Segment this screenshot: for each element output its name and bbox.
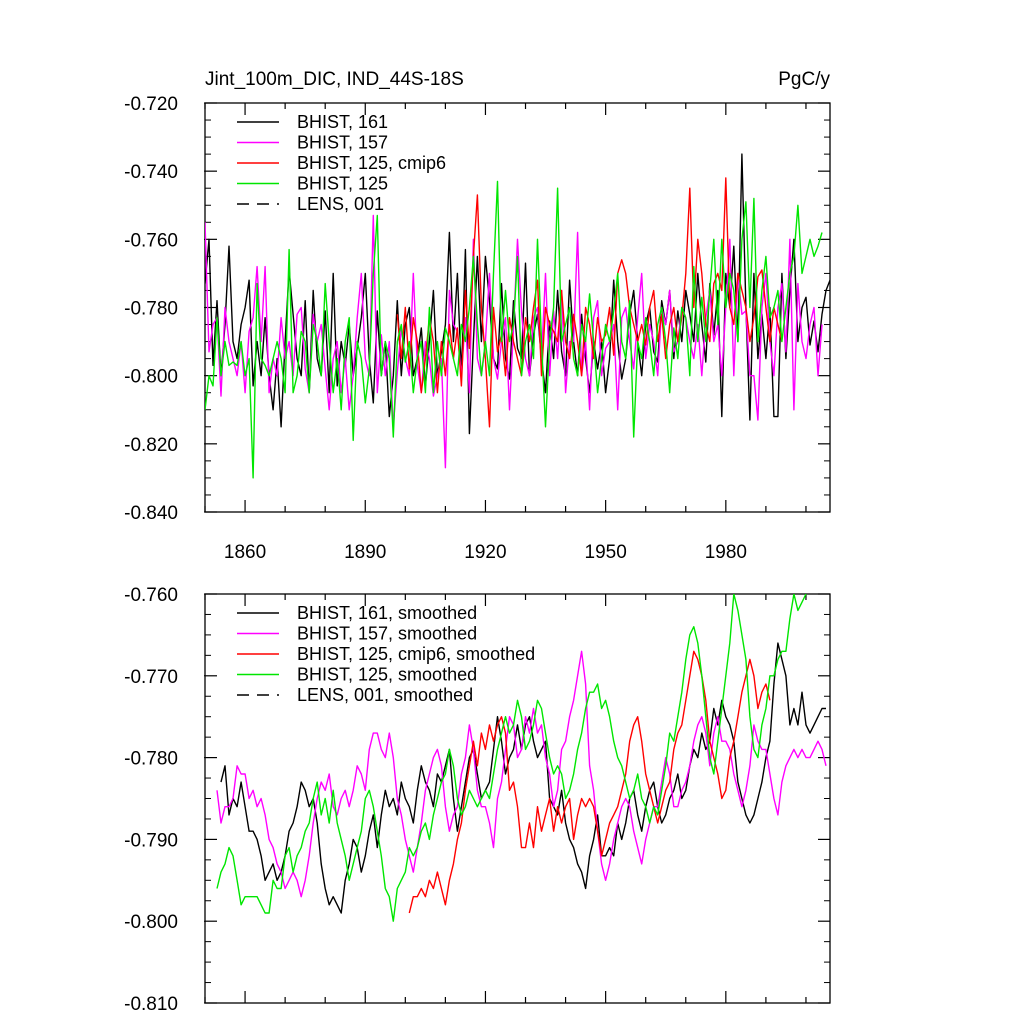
- y-tick-label: -0.800: [124, 912, 178, 933]
- y-tick-label: -0.820: [124, 435, 178, 456]
- y-tick-label: -0.760: [124, 585, 178, 606]
- legend-label-bhist-157-smoothed: BHIST, 157, smoothed: [297, 624, 477, 644]
- y-tick-label: -0.790: [124, 830, 178, 851]
- plot-title: Jint_100m_DIC, IND_44S-18S: [205, 69, 464, 90]
- x-tick-label: 1980: [705, 542, 747, 563]
- series-line-bhist-125-cmip6: [396, 177, 783, 428]
- legend-label-bhist-125: BHIST, 125: [297, 174, 388, 194]
- top-panel: -0.840 -0.820 -0.800 -0.780 -0.760 -0.740 -0.7…: [124, 94, 831, 563]
- series-line-bhist-125-cmip6-smoothed: [408, 650, 771, 914]
- legend-label-bhist-125-cmip6-smoothed: BHIST, 125, cmip6, smoothed: [297, 644, 535, 664]
- y-tick-label: -0.810: [124, 994, 178, 1015]
- series-line-bhist-125-smoothed: [216, 594, 807, 922]
- y-tick-label: -0.780: [124, 299, 178, 320]
- y-tick-label: -0.740: [124, 162, 178, 183]
- legend-label-bhist-161-smoothed: BHIST, 161, smoothed: [297, 603, 477, 623]
- legend-label-bhist-161: BHIST, 161: [297, 112, 388, 132]
- x-tick-label: 1890: [344, 542, 386, 563]
- y-tick-label: -0.800: [124, 367, 178, 388]
- y-tick-label: -0.780: [124, 749, 178, 770]
- legend-label-bhist-125-cmip6: BHIST, 125, cmip6: [297, 153, 446, 173]
- legend-label-lens-001: LENS, 001: [297, 194, 384, 214]
- y-tick-label: -0.760: [124, 230, 178, 251]
- series-line-bhist-125: [205, 180, 823, 479]
- y-tick-label: -0.770: [124, 667, 178, 688]
- legend-label-bhist-157: BHIST, 157: [297, 133, 388, 153]
- y-tick-label: -0.840: [124, 503, 178, 524]
- x-tick-label: 1950: [585, 542, 627, 563]
- x-tick-label: 1860: [224, 542, 266, 563]
- legend-label-bhist-125-smoothed: BHIST, 125, smoothed: [297, 665, 477, 685]
- y-tick-label: -0.720: [124, 94, 178, 115]
- x-tick-label: 1920: [464, 542, 506, 563]
- bottom-panel: -0.810 -0.800 -0.790 -0.780 -0.770 -0.760 BHIS…: [124, 585, 831, 1015]
- legend-label-lens-001-smoothed: LENS, 001, smoothed: [297, 685, 473, 705]
- series-line-bhist-157: [205, 214, 823, 469]
- units-label: PgC/y: [778, 69, 830, 90]
